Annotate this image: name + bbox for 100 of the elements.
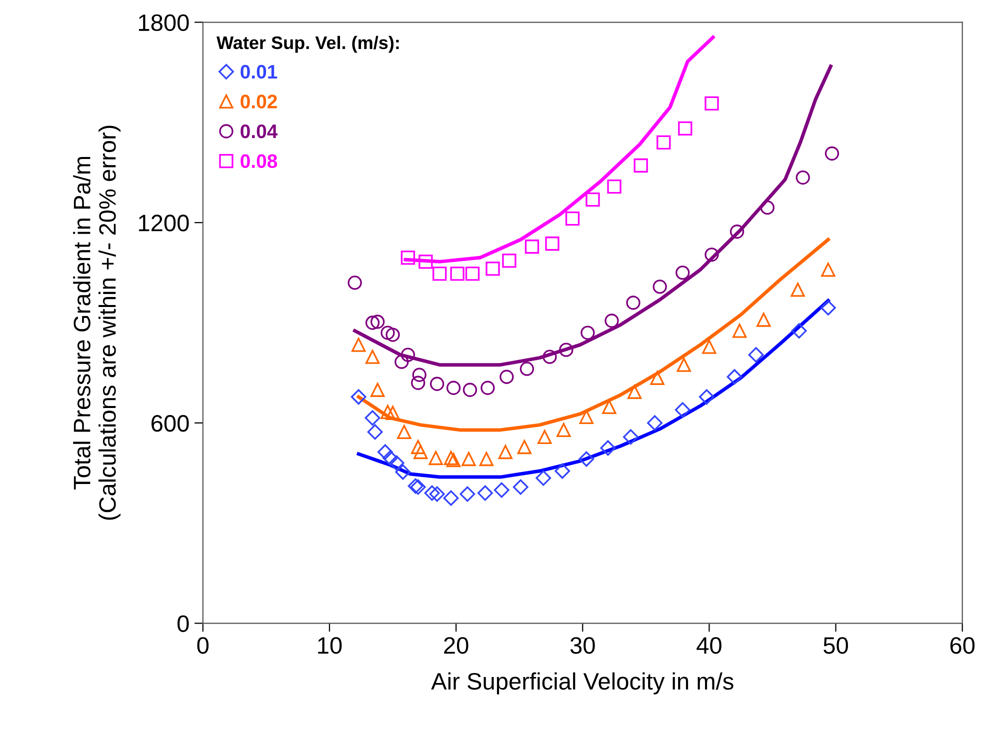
point: [494, 482, 510, 498]
point: [656, 135, 671, 150]
point: [602, 400, 616, 414]
point: [465, 266, 480, 281]
point: [370, 314, 385, 329]
y-tick-label: 1800: [138, 14, 189, 32]
legend-label: 0.02: [240, 94, 277, 108]
point: [824, 146, 840, 161]
point: [443, 490, 459, 506]
y-tick-label: 0: [178, 615, 189, 632]
point: [650, 370, 664, 385]
point: [386, 406, 400, 420]
point: [676, 358, 691, 372]
point: [821, 262, 836, 277]
point: [748, 347, 764, 363]
point: [428, 450, 443, 466]
point: [554, 463, 570, 479]
point: [365, 350, 380, 364]
point: [380, 326, 395, 340]
point: [498, 444, 513, 460]
point: [524, 240, 540, 254]
point: [348, 276, 362, 290]
point: [424, 485, 440, 501]
x-tick-label: 30: [570, 637, 595, 654]
point: [382, 450, 398, 466]
point: [623, 429, 638, 445]
x-tick-label: 60: [950, 637, 975, 654]
point: [365, 316, 380, 330]
point: [350, 389, 366, 405]
point: [377, 444, 393, 460]
point: [579, 410, 594, 424]
point: [411, 376, 426, 390]
point: [479, 452, 494, 466]
point: [545, 236, 560, 251]
point: [726, 369, 742, 385]
point: [520, 362, 534, 376]
x-axis-title: Air Superficial Velocity in m/s: [431, 672, 734, 694]
point: [370, 382, 385, 397]
point: [704, 96, 719, 110]
point: [480, 380, 495, 395]
point: [418, 254, 433, 269]
point: [412, 368, 426, 382]
y-axis-title: Total Pressure Gradient in Pa/m (Calculations are within +/- 20% error): [73, 126, 121, 520]
point: [626, 296, 640, 310]
point: [538, 430, 552, 444]
point: [565, 212, 580, 226]
point: [676, 266, 690, 280]
point: [500, 370, 514, 384]
point: [790, 282, 805, 297]
point: [578, 451, 594, 467]
point: [796, 170, 810, 185]
legend-label: 0.01: [240, 64, 278, 79]
point: [460, 486, 476, 502]
point: [364, 410, 380, 426]
point: [397, 424, 412, 440]
point: [517, 440, 532, 454]
legend-label: 0.08: [240, 154, 278, 168]
point: [730, 224, 744, 239]
point: [388, 455, 404, 471]
x-tick-label: 40: [696, 637, 722, 654]
point: [698, 389, 714, 405]
point: [400, 348, 416, 362]
point: [512, 479, 528, 495]
point: [400, 250, 416, 265]
point: [791, 323, 807, 338]
point: [542, 350, 557, 364]
point: [647, 415, 662, 431]
point: [580, 326, 595, 340]
point: [756, 312, 771, 327]
point: [429, 486, 445, 502]
point: [559, 342, 574, 357]
point: [820, 300, 836, 316]
point: [607, 179, 622, 194]
point: [414, 444, 428, 460]
point: [446, 380, 461, 395]
x-tick-label: 10: [318, 637, 342, 654]
point: [367, 424, 383, 440]
point: [352, 338, 366, 352]
point: [462, 382, 478, 397]
point: [502, 254, 516, 268]
point: [395, 464, 411, 480]
point: [674, 402, 690, 418]
point: [600, 440, 616, 456]
x-tick-label: 50: [824, 637, 848, 654]
point: [380, 404, 395, 420]
point: [536, 470, 552, 486]
point: [627, 384, 642, 399]
point: [634, 158, 648, 173]
point: [462, 452, 476, 466]
legend-title: Water Sup. Vel. (m/s):: [216, 36, 399, 53]
x-tick-label: 20: [444, 637, 468, 654]
point: [411, 440, 426, 454]
point: [652, 280, 667, 294]
legend-label: 0.04: [240, 124, 278, 138]
y-tick-label: 1200: [138, 214, 189, 232]
point: [386, 328, 400, 342]
point: [678, 121, 692, 136]
point: [450, 266, 464, 281]
point: [556, 422, 571, 438]
point: [586, 192, 600, 207]
